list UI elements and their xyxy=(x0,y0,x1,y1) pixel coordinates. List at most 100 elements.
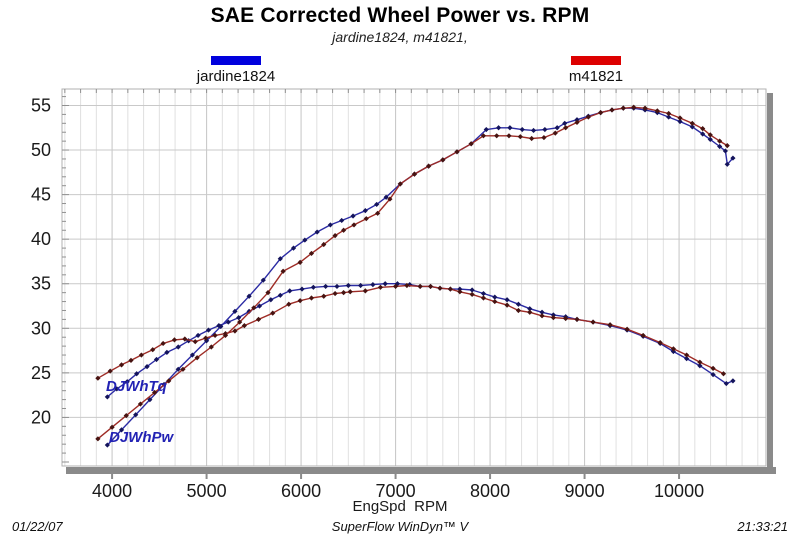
data-point-jardine1824-torque xyxy=(310,284,316,290)
data-point-jardine1824-torque xyxy=(256,303,263,309)
data-point-m41821-power xyxy=(308,250,315,257)
data-point-jardine1824-power xyxy=(677,118,683,125)
data-point-m41821-torque xyxy=(182,336,188,342)
data-point-m41821-torque xyxy=(447,286,453,292)
data-point-jardine1824-power xyxy=(260,277,266,283)
x-tick-label-6000: 6000 xyxy=(281,481,321,501)
data-point-m41821-torque xyxy=(341,290,347,296)
data-point-jardine1824-power xyxy=(314,229,320,235)
data-point-m41821-power xyxy=(454,149,460,155)
data-point-jardine1824-power xyxy=(562,120,568,126)
plot-border xyxy=(61,88,767,467)
data-point-m41821-torque xyxy=(480,295,487,301)
data-point-jardine1824-power xyxy=(147,397,153,403)
data-point-m41821-torque xyxy=(563,315,569,322)
data-point-m41821-power xyxy=(468,141,474,147)
data-point-m41821-power xyxy=(440,157,446,163)
data-point-m41821-power xyxy=(529,135,535,142)
minor-ticks xyxy=(62,89,759,463)
data-point-jardine1824-power xyxy=(666,114,672,120)
data-point-jardine1824-torque xyxy=(515,301,522,307)
data-point-m41821-torque xyxy=(720,371,727,377)
data-point-jardine1824-torque xyxy=(457,286,463,292)
data-point-m41821-torque xyxy=(171,337,178,343)
legend-swatch-m41821 xyxy=(571,56,621,65)
data-point-jardine1824-power xyxy=(339,217,345,224)
data-point-m41821-power xyxy=(563,125,569,131)
data-point-m41821-power xyxy=(642,105,648,111)
page-title: SAE Corrected Wheel Power vs. RPM xyxy=(210,4,590,27)
data-point-m41821-torque xyxy=(640,332,646,339)
axis-shadow-right xyxy=(767,93,773,474)
data-point-m41821-torque xyxy=(492,298,498,305)
data-point-m41821-power xyxy=(585,114,591,120)
data-point-jardine1824-power xyxy=(246,293,252,299)
data-point-m41821-power xyxy=(707,132,713,138)
data-point-m41821-power xyxy=(541,134,547,141)
data-point-m41821-power xyxy=(480,133,487,139)
data-point-m41821-torque xyxy=(150,347,156,353)
data-point-jardine1824-torque xyxy=(268,297,274,303)
legend-label-jardine1824: jardine1824 xyxy=(196,68,276,85)
data-point-jardine1824-torque xyxy=(527,306,533,312)
y-tick-label-35: 35 xyxy=(31,274,51,294)
series-m41821-power xyxy=(95,104,730,442)
data-point-m41821-torque xyxy=(203,335,209,341)
data-point-m41821-power xyxy=(724,142,730,149)
data-point-jardine1824-power xyxy=(302,237,308,243)
data-point-m41821-torque xyxy=(332,290,338,297)
data-point-m41821-torque xyxy=(437,285,443,291)
data-point-m41821-torque xyxy=(590,319,596,325)
data-point-jardine1824-power xyxy=(519,126,525,133)
data-point-m41821-power xyxy=(280,268,286,274)
data-point-jardine1824-torque xyxy=(492,294,498,300)
data-point-jardine1824-torque xyxy=(225,319,231,325)
footer-app-name: SuperFlow WinDyn™ V xyxy=(331,519,469,534)
data-point-m41821-power xyxy=(152,389,158,396)
data-point-m41821-power xyxy=(689,120,695,126)
data-point-jardine1824-torque xyxy=(480,290,487,297)
data-point-m41821-torque xyxy=(550,315,556,321)
data-point-jardine1824-power xyxy=(118,427,125,433)
data-point-jardine1824-power xyxy=(350,213,356,219)
data-point-m41821-torque xyxy=(377,284,384,290)
x-tick-label-7000: 7000 xyxy=(376,481,416,501)
data-point-m41821-torque xyxy=(297,298,303,304)
data-point-m41821-torque xyxy=(192,339,198,345)
data-point-jardine1824-torque xyxy=(710,372,716,378)
data-point-jardine1824-torque xyxy=(153,356,160,363)
data-point-m41821-torque xyxy=(241,323,247,329)
x-tick-label-10000: 10000 xyxy=(654,481,704,501)
data-point-jardine1824-torque xyxy=(469,287,475,293)
data-point-m41821-torque xyxy=(270,310,276,316)
y-tick-label-40: 40 xyxy=(31,229,51,249)
data-point-jardine1824-torque xyxy=(684,356,690,362)
data-point-m41821-power xyxy=(494,133,500,139)
data-point-m41821-torque xyxy=(212,332,218,339)
data-point-jardine1824-torque xyxy=(186,338,192,344)
data-point-m41821-power xyxy=(208,344,214,350)
data-point-m41821-torque xyxy=(255,316,262,322)
data-point-jardine1824-torque xyxy=(382,281,388,287)
data-point-jardine1824-power xyxy=(507,125,513,131)
data-point-jardine1824-torque xyxy=(205,327,212,333)
data-point-m41821-power xyxy=(222,332,229,339)
data-point-jardine1824-power xyxy=(290,245,297,251)
data-point-m41821-torque xyxy=(574,316,580,322)
data-point-m41821-power xyxy=(321,241,327,248)
data-point-jardine1824-torque xyxy=(370,282,376,288)
data-point-m41821-power xyxy=(411,171,418,177)
series-line-m41821-power xyxy=(97,106,728,440)
data-point-m41821-torque xyxy=(160,340,166,347)
data-point-jardine1824-torque xyxy=(550,312,556,318)
data-point-jardine1824-torque xyxy=(216,323,222,329)
data-point-m41821-power xyxy=(552,130,558,136)
data-point-jardine1824-torque xyxy=(504,297,510,303)
data-point-jardine1824-torque xyxy=(323,283,329,290)
y-tick-label-25: 25 xyxy=(31,363,51,383)
data-point-jardine1824-power xyxy=(689,124,695,130)
data-point-m41821-torque xyxy=(308,295,315,301)
data-point-m41821-power xyxy=(397,181,403,187)
data-point-jardine1824-torque xyxy=(407,282,413,288)
data-point-m41821-power xyxy=(700,126,706,132)
